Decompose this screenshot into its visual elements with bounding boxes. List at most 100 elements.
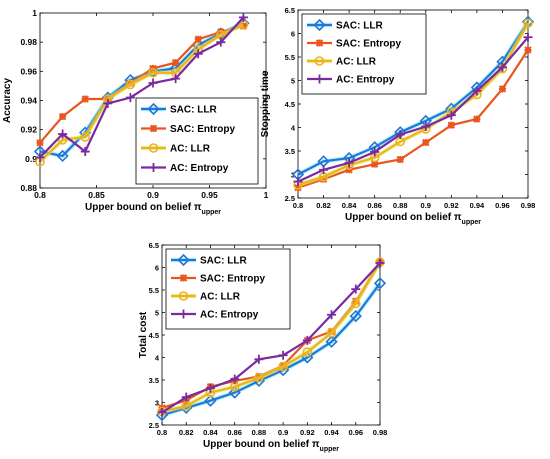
series-line: [39, 16, 245, 159]
series-line: [39, 23, 244, 163]
legend-marker: [177, 253, 190, 267]
data-point: [171, 74, 181, 84]
series-line: [161, 282, 381, 417]
data-point: [319, 165, 329, 175]
legend-entry: AC: LLR: [170, 144, 211, 155]
y-tick-label: 5.5: [285, 53, 295, 62]
data-point: [254, 372, 264, 383]
y-axis-label: Accuracy: [2, 78, 13, 123]
legend-marker: [315, 74, 324, 84]
data-point: [422, 138, 430, 147]
x-axis-label: Upper bound on belief πupper: [345, 212, 481, 226]
legend-entry: SAC: Entropy: [170, 124, 235, 135]
legend-marker: [178, 291, 189, 301]
series-2: [294, 46, 532, 192]
data-point: [217, 28, 225, 36]
legend-entry: AC: LLR: [336, 57, 377, 68]
data-point: [523, 18, 533, 28]
legend-marker: [313, 18, 326, 32]
chart-3: 0.8 0.82 0.84 0.86 0.88 0.9 0.92 0.94 0.96 0.98 2.…: [138, 241, 387, 453]
legend-entry: SAC: LLR: [170, 105, 217, 116]
data-point: [181, 401, 192, 411]
y-tick-label: 6.5: [149, 241, 159, 250]
data-point: [148, 67, 158, 78]
y-tick-label: 4: [155, 354, 160, 363]
legend-entry: AC: Entropy: [336, 75, 395, 86]
legend-box: [135, 97, 259, 185]
data-point: [319, 175, 328, 183]
series-4: [157, 258, 385, 417]
x-tick-label: 0.82: [179, 428, 194, 437]
data-point: [181, 392, 191, 402]
data-point: [472, 86, 482, 96]
data-point: [35, 152, 45, 162]
x-tick-label: 0.98: [521, 201, 536, 210]
data-point: [498, 85, 507, 93]
data-point: [396, 155, 404, 164]
x-tick-label: 0.96: [348, 428, 363, 437]
data-point: [293, 177, 303, 187]
data-point: [125, 79, 136, 90]
data-point: [81, 95, 89, 103]
x-tick-label: 0.88: [252, 428, 267, 437]
y-tick-label: 0.9: [25, 154, 37, 164]
legend-entry: AC: Entropy: [170, 163, 229, 174]
x-tick-label: 0.84: [342, 201, 357, 210]
data-point: [205, 383, 215, 393]
data-point: [523, 32, 533, 42]
series-line: [297, 49, 529, 189]
y-tick-label: 6: [291, 30, 295, 39]
legend-entry: AC: LLR: [200, 292, 241, 303]
y-tick-label: 0.94: [20, 96, 37, 106]
data-point: [326, 327, 337, 338]
data-point: [254, 354, 264, 364]
x-tick-label: 0.8: [157, 428, 167, 437]
legend: SAC: LLR SAC: Entropy AC: LLR AC: Entropy: [301, 13, 427, 95]
legend: SAC: LLR SAC: Entropy AC: LLR AC: Entropy: [165, 248, 291, 330]
data-point: [302, 335, 312, 345]
series-1: [291, 15, 535, 181]
data-point: [473, 115, 481, 123]
x-tick-label: 0.9: [147, 190, 159, 200]
data-point: [294, 183, 302, 192]
y-tick-label: 5: [155, 309, 159, 318]
data-point: [278, 361, 288, 372]
series-line: [297, 21, 529, 176]
series-line: [39, 25, 244, 144]
x-tick-label: 0.98: [373, 428, 388, 437]
legend-entry: SAC: LLR: [336, 21, 383, 32]
x-tick-label: 0.86: [367, 201, 382, 210]
data-point: [421, 122, 431, 132]
data-point: [350, 298, 361, 309]
legend-marker: [148, 143, 159, 153]
y-tick-label: 3: [155, 399, 159, 408]
y-tick-label: 0.92: [20, 125, 37, 135]
data-point: [194, 35, 202, 43]
y-tick-label: 4.5: [285, 100, 295, 109]
data-point: [238, 12, 248, 22]
x-tick-label: 0.84: [203, 428, 218, 437]
data-point: [204, 394, 217, 407]
x-tick-label: 0.88: [393, 201, 408, 210]
x-tick-label: 0.94: [470, 201, 485, 210]
y-tick-label: 6: [155, 264, 159, 273]
data-point: [125, 93, 135, 103]
legend-marker: [147, 102, 160, 116]
x-tick-label: 0.92: [444, 201, 459, 210]
chart-2: 0.8 0.82 0.84 0.86 0.88 0.9 0.92 0.94 0.96 0.98 2.…: [260, 6, 535, 226]
y-tick-label: 0.96: [20, 66, 37, 76]
data-point: [278, 350, 288, 360]
data-point: [58, 129, 68, 139]
x-tick-label: 1: [264, 190, 269, 200]
data-point: [351, 284, 361, 294]
series-4: [293, 32, 533, 187]
chart-1: 0.8 0.85 0.9 0.95 1 0.88 0.9 0.92 0.94 0.96 0.98 1 U…: [2, 8, 269, 216]
y-tick-label: 4.5: [149, 331, 159, 340]
legend-entry: SAC: Entropy: [200, 274, 265, 285]
legend-marker: [149, 163, 158, 172]
data-point: [171, 58, 180, 67]
data-point: [370, 160, 379, 168]
y-tick-label: 4: [291, 124, 296, 133]
x-tick-label: 0.95: [201, 190, 218, 200]
